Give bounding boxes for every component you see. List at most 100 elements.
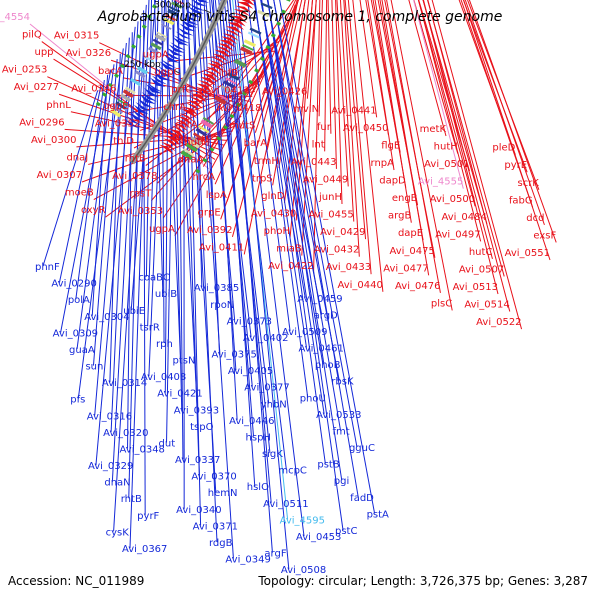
- plus-strand-feature: [217, 43, 234, 52]
- outer-gene-label: metK: [420, 124, 447, 135]
- plus-strand-feature: [232, 12, 249, 20]
- outer-gene-label: mviN: [293, 104, 319, 115]
- outer-connector-line: [162, 61, 271, 219]
- plus-strand-feature: [173, 122, 189, 132]
- outer-connector-line: [344, 0, 367, 240]
- outer-connector-line: [352, 0, 384, 292]
- inner-marker: [146, 14, 152, 19]
- inner-connector-line: [214, 0, 253, 387]
- inner-connector-line: [221, 0, 256, 487]
- plus-strand-feature: [185, 102, 201, 112]
- inner-gene-label: mcpC: [278, 466, 307, 477]
- outer-gene-label: Avi_0418: [216, 103, 261, 114]
- inner-connector-line: [143, 10, 146, 515]
- minus-cog-feature: [122, 89, 134, 99]
- outer-gene-label: argB: [388, 211, 411, 222]
- plus-cog-feature: [233, 58, 247, 68]
- inner-connector-line: [247, 0, 291, 332]
- outer-gene-label: Avi_0522: [476, 317, 521, 328]
- plus-cog-feature: [192, 132, 205, 141]
- plus-cog-feature: [183, 147, 195, 157]
- plus-strand-feature: [212, 53, 229, 62]
- outer-gene-label: ugpA: [149, 224, 175, 235]
- minus-strand-feature: [163, 54, 180, 63]
- outer-gene-label: fur: [317, 122, 332, 133]
- inner-connector-line: [211, 0, 252, 337]
- plus-strand-feature: [183, 106, 199, 116]
- inner-connector-line: [129, 0, 150, 549]
- scale-tick-label: 250 kbp: [124, 60, 161, 70]
- genome-summary-text: Topology: circular; Length: 3,726,375 bp…: [258, 574, 588, 588]
- minus-strand-feature: [153, 71, 170, 81]
- outer-gene-label: Avi_0441: [331, 105, 376, 116]
- inner-gene-label: Avi_0304: [84, 312, 129, 323]
- inner-connector-line: [266, 0, 340, 381]
- plus-cog-feature: [247, 31, 260, 39]
- outer-gene-label: Avi_0300: [31, 135, 76, 146]
- minus-cog-feature: [124, 86, 136, 95]
- scale-tick-mark: [203, 9, 212, 14]
- outer-connector-line: [390, 0, 453, 311]
- inner-gene-label: hemN: [208, 488, 238, 499]
- outer-marker: [248, 79, 254, 85]
- minus-cog-feature: [169, 6, 181, 13]
- plus-strand-feature: [200, 76, 216, 86]
- minus-cog-feature: [117, 98, 128, 107]
- inner-gene-label: tsrR: [140, 322, 160, 333]
- inner-connector-line: [193, 0, 203, 288]
- outer-gene-label: Avi_0392: [187, 225, 232, 236]
- plus-cog-feature: [240, 46, 253, 56]
- outer-connector-line: [301, 0, 317, 256]
- outer-gene-labels: Avi_4554pilQuppAvi_0253Avi_0277phnLAvi_0…: [0, 12, 556, 328]
- inner-gene-label: argF: [264, 549, 286, 560]
- outer-gene-label: Avi_0432: [314, 245, 359, 256]
- outer-connector-line: [464, 0, 545, 226]
- plus-strand-feature: [236, 1, 254, 9]
- inner-connector-line: [229, 0, 273, 553]
- outer-gene-label: barA: [244, 138, 268, 149]
- inner-gene-label: Avi_0340: [176, 505, 221, 516]
- outer-connector-line: [214, 14, 292, 185]
- inner-connector-line: [218, 0, 255, 437]
- outer-gene-label: hrcA: [193, 172, 216, 183]
- plus-cog-feature: [243, 39, 257, 48]
- outer-marker: [235, 102, 241, 108]
- minus-strand-feature: [165, 51, 181, 60]
- inner-gene-label: dnaN: [104, 478, 130, 489]
- inner-gene-label: hspH: [246, 432, 271, 443]
- outer-gene-label: Avi_0429: [320, 227, 365, 238]
- minus-strand-feature: [157, 65, 173, 75]
- inner-gene-label: dut: [159, 438, 176, 449]
- minus-strand-feature: [141, 92, 157, 102]
- plus-cog-feature: [260, 2, 273, 10]
- outer-connector-line: [237, 0, 295, 81]
- outer-gene-label: Avi_0551: [505, 248, 550, 259]
- inner-connector-line: [260, 0, 325, 414]
- inner-gene-label: Avi_0309: [53, 328, 98, 339]
- outer-gene-label: glnD: [261, 191, 284, 202]
- plus-strand-feature: [222, 33, 239, 41]
- inner-gene-label: fmt: [333, 426, 350, 437]
- outer-connector-line: [306, 0, 317, 99]
- outer-connector-line: [413, 0, 459, 154]
- outer-connector-line: [343, 0, 360, 257]
- outer-gene-label: Avi_0497: [435, 229, 480, 240]
- inner-connector-line: [267, 0, 342, 431]
- plus-strand-feature: [192, 89, 209, 99]
- minus-strand-feature: [131, 108, 147, 119]
- plus-cog-feature: [197, 124, 210, 134]
- inner-gene-label: Avi_0375: [211, 350, 256, 361]
- minus-strand-feature: [183, 14, 201, 22]
- outer-gene-label: ihfB: [219, 68, 239, 79]
- inner-gene-label: rhtB: [121, 494, 142, 505]
- scale-tick-mark: [173, 69, 181, 75]
- inner-gene-label: argD: [314, 310, 338, 321]
- minus-strand-feature: [155, 68, 172, 78]
- outer-connector-line: [174, 55, 273, 237]
- inner-connector-line: [279, 0, 376, 514]
- outer-gene-label: Avi_0326: [66, 48, 111, 59]
- minus-cog-feature: [160, 23, 172, 30]
- outer-gene-label: lnt: [312, 139, 325, 150]
- minus-strand-feature: [197, 0, 210, 3]
